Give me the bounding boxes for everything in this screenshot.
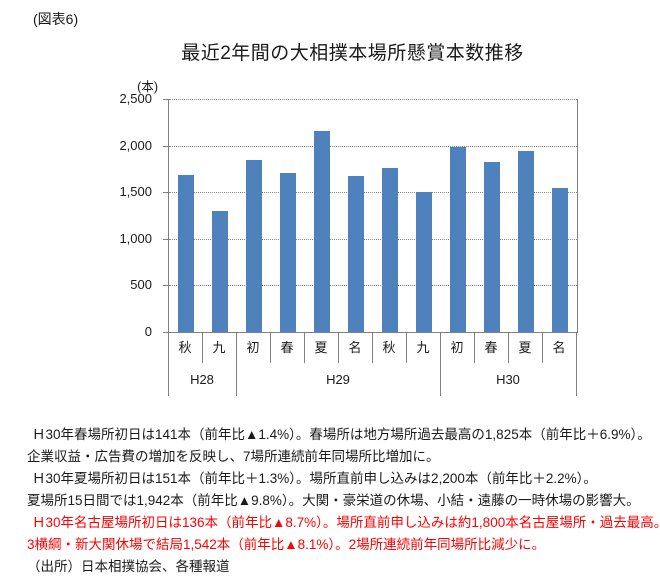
figure-label: (図表6) bbox=[33, 11, 79, 27]
x-axis: 秋 九 初 春 夏 名 秋 九 初 春 夏 名 H28 H29 H30 bbox=[168, 333, 577, 397]
y-axis-tick-label: 0 bbox=[144, 324, 152, 339]
x-axis-separator bbox=[440, 333, 441, 396]
x-axis-category-label: 夏 bbox=[314, 340, 328, 355]
x-axis-separator bbox=[304, 333, 305, 363]
y-axis-tick-mark bbox=[163, 332, 168, 333]
note-line: （出所）日本相撲協会、各種報道 bbox=[27, 559, 230, 574]
bar bbox=[416, 192, 432, 332]
x-axis-category-label: 名 bbox=[348, 340, 362, 355]
bar bbox=[518, 151, 534, 332]
x-axis-category-label: 春 bbox=[484, 340, 498, 355]
note-line: 企業収益・広告費の増加を反映し、7場所連続前年同場所比増加に。 bbox=[27, 449, 440, 464]
x-axis-separator bbox=[270, 333, 271, 363]
x-axis-category-label: 九 bbox=[416, 340, 430, 355]
bar bbox=[484, 161, 500, 332]
x-axis-group-label: H30 bbox=[496, 372, 520, 387]
y-axis-unit-label: (本) bbox=[137, 80, 158, 94]
x-axis-category-label: 名 bbox=[552, 340, 566, 355]
bar bbox=[246, 160, 262, 332]
note-line: Ｈ30年夏場所初日は151本（前年比＋1.3%）。場所直前申し込みは2,200本… bbox=[32, 471, 597, 486]
x-axis-category-label: 初 bbox=[450, 340, 464, 355]
y-axis-tick-mark bbox=[163, 238, 168, 240]
x-axis-category-label: 九 bbox=[212, 340, 226, 355]
x-axis-separator bbox=[474, 333, 475, 363]
y-axis-tick-mark bbox=[163, 99, 168, 100]
x-axis-separator bbox=[372, 333, 373, 363]
x-axis-category-label: 夏 bbox=[518, 340, 532, 355]
plot-area bbox=[168, 99, 578, 333]
y-axis-tick-label: 500 bbox=[130, 277, 152, 293]
note-line: Ｈ30年春場所初日は141本（前年比▲1.4%）。春場所は地方場所過去最高の1,… bbox=[32, 427, 651, 442]
note-line-highlight: Ｈ30年名古屋場所初日は136本（前年比▲8.7%）。場所直前申し込みは約1,8… bbox=[32, 515, 660, 530]
x-axis-group-label: H29 bbox=[326, 372, 350, 387]
gridline bbox=[169, 145, 577, 147]
y-axis-tick-mark bbox=[163, 285, 168, 287]
x-axis-category-label: 秋 bbox=[178, 340, 192, 355]
x-axis-separator bbox=[236, 333, 237, 396]
x-axis-separator bbox=[542, 333, 543, 363]
x-axis-separator bbox=[202, 333, 203, 363]
y-axis-tick-mark bbox=[163, 192, 168, 194]
x-axis-separator bbox=[168, 333, 169, 396]
x-axis-group-label: H28 bbox=[190, 372, 214, 387]
gridline bbox=[169, 285, 577, 287]
x-axis-separator bbox=[338, 333, 339, 363]
gridline bbox=[169, 192, 577, 194]
y-axis-tick-mark bbox=[163, 145, 168, 147]
gridline bbox=[169, 238, 577, 240]
bar bbox=[450, 146, 466, 332]
y-axis-tick-label: 1,000 bbox=[119, 230, 152, 246]
bar bbox=[314, 131, 330, 332]
note-line-highlight: 3横綱・新大関休場で結局1,542本（前年比▲8.1%）。2場所連続前年同場所比… bbox=[27, 537, 546, 552]
chart-title: 最近2年間の大相撲本場所懸賞本数推移 bbox=[181, 43, 524, 64]
bar bbox=[212, 210, 228, 332]
y-axis-tick-label: 2,500 bbox=[119, 91, 152, 106]
x-axis-category-label: 初 bbox=[246, 340, 260, 355]
x-axis-category-label: 春 bbox=[280, 340, 294, 355]
bar bbox=[280, 172, 296, 332]
bar bbox=[552, 188, 568, 332]
gridline bbox=[169, 99, 577, 100]
bar bbox=[348, 175, 364, 332]
notes-block: Ｈ30年春場所初日は141本（前年比▲1.4%）。春場所は地方場所過去最高の1,… bbox=[27, 424, 660, 578]
x-axis-category-label: 秋 bbox=[382, 340, 396, 355]
y-axis-tick-label: 2,000 bbox=[119, 137, 152, 153]
bar bbox=[178, 175, 194, 332]
y-axis-tick-label: 1,500 bbox=[119, 184, 152, 200]
x-axis-separator bbox=[406, 333, 407, 363]
x-axis-separator bbox=[508, 333, 509, 363]
note-line: 夏場所15日間では1,942本（前年比▲9.8%）。大関・豪栄道の休場、小結・遠… bbox=[27, 493, 640, 508]
x-axis-separator bbox=[576, 333, 577, 396]
bar bbox=[382, 167, 398, 332]
